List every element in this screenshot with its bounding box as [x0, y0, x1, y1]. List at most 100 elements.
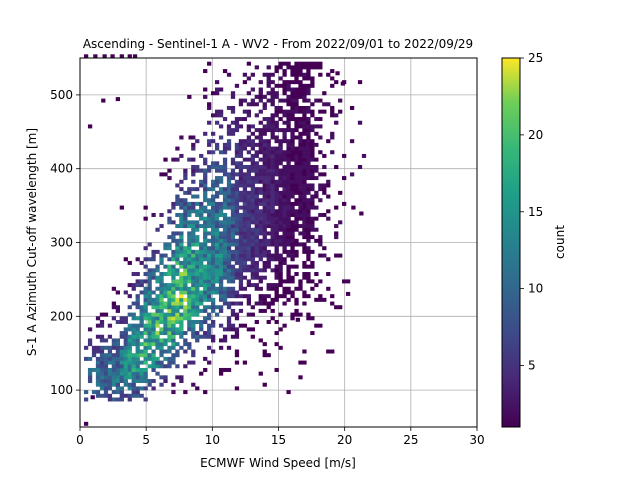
heatmap-cell [274, 212, 279, 217]
heatmap-cell [270, 220, 275, 225]
heatmap-cell [298, 187, 303, 192]
heatmap-cell [167, 327, 172, 332]
heatmap-cell [107, 356, 113, 361]
heatmap-cell [103, 353, 109, 358]
heatmap-cell [163, 319, 168, 324]
heatmap-cell [290, 187, 295, 192]
heatmap-cell [211, 201, 216, 206]
heatmap-cell [274, 65, 279, 70]
heatmap-cell [266, 161, 271, 166]
heatmap-cell [294, 98, 299, 103]
heatmap-cell [246, 176, 252, 181]
heatmap-cell [230, 242, 236, 247]
heatmap-cell [349, 105, 355, 110]
heatmap-cell [238, 153, 244, 158]
heatmap-cell [222, 168, 228, 173]
heatmap-cell [179, 224, 184, 229]
heatmap-cell [147, 257, 152, 262]
heatmap-cell [163, 331, 168, 336]
heatmap-cell [167, 286, 172, 291]
heatmap-cell [278, 201, 283, 206]
heatmap-cell [266, 168, 271, 173]
heatmap-cell [270, 268, 275, 273]
heatmap-cell [246, 139, 252, 144]
heatmap-cell [278, 172, 283, 177]
heatmap-cell [234, 194, 240, 199]
heatmap-cell [226, 242, 232, 247]
heatmap-cell [214, 87, 220, 92]
heatmap-cell [234, 253, 240, 258]
heatmap-cell [139, 393, 144, 398]
heatmap-cell [218, 212, 224, 217]
heatmap-cell [314, 98, 319, 103]
heatmap-cell [294, 272, 299, 277]
heatmap-cell [298, 105, 303, 110]
heatmap-cell [175, 238, 180, 243]
heatmap-cell [262, 301, 267, 306]
heatmap-cell [266, 264, 271, 269]
heatmap-cell [326, 349, 331, 354]
heatmap-cell [187, 297, 192, 302]
heatmap-cell [306, 231, 311, 236]
heatmap-cell [218, 187, 224, 192]
heatmap-cell [222, 242, 228, 247]
heatmap-cell [294, 120, 299, 125]
heatmap-cell [179, 272, 184, 277]
heatmap-cell [298, 65, 303, 70]
heatmap-cell [266, 286, 271, 291]
heatmap-cell [214, 120, 220, 125]
heatmap-cell [302, 290, 307, 295]
heatmap-cell [294, 209, 299, 214]
heatmap-cell [187, 342, 192, 347]
heatmap-cell [218, 168, 224, 173]
heatmap-cell [290, 238, 295, 243]
heatmap-cell [207, 120, 212, 125]
heatmap-cell [191, 227, 196, 232]
heatmap-cell [131, 286, 136, 291]
heatmap-cell [234, 209, 240, 214]
heatmap-cell [258, 268, 263, 273]
heatmap-cell [294, 253, 299, 258]
heatmap-cell [139, 342, 144, 347]
colorbar-tick-label: 20 [528, 128, 543, 142]
heatmap-cell [163, 342, 168, 347]
heatmap-cell [290, 246, 295, 251]
heatmap-cell [135, 353, 140, 358]
heatmap-cell [266, 65, 271, 70]
heatmap-cell [115, 353, 120, 358]
heatmap-cell [258, 249, 263, 254]
heatmap-cell [203, 231, 208, 236]
heatmap-cell [270, 72, 275, 77]
heatmap-cell [266, 353, 271, 358]
heatmap-cell [147, 379, 152, 384]
heatmap-cell [218, 279, 224, 284]
heatmap-cell [306, 98, 311, 103]
heatmap-cell [246, 212, 252, 217]
heatmap-cell [195, 165, 200, 169]
heatmap-cell [298, 153, 303, 158]
heatmap-cell [266, 205, 271, 210]
heatmap-cell [330, 105, 335, 110]
heatmap-cell [262, 142, 267, 147]
heatmap-cell [171, 201, 176, 206]
heatmap-cell [155, 316, 160, 321]
heatmap-cell [234, 124, 240, 129]
heatmap-cell [179, 264, 184, 269]
heatmap-cell [254, 135, 259, 140]
heatmap-cell [274, 246, 279, 251]
heatmap-cell [99, 371, 105, 376]
heatmap-cell [222, 301, 228, 306]
heatmap-cell [119, 205, 124, 210]
heatmap-cell [214, 235, 220, 240]
heatmap-cell [298, 224, 303, 229]
heatmap-cell [131, 334, 136, 339]
heatmap-cell [123, 342, 128, 347]
heatmap-cell [147, 301, 152, 306]
heatmap-cell [222, 150, 228, 155]
heatmap-cell [222, 117, 228, 122]
heatmap-cell [306, 201, 311, 206]
heatmap-cell [310, 65, 315, 70]
heatmap-cell [139, 371, 144, 376]
outlier-cell [93, 54, 98, 59]
heatmap-cell [187, 94, 192, 99]
